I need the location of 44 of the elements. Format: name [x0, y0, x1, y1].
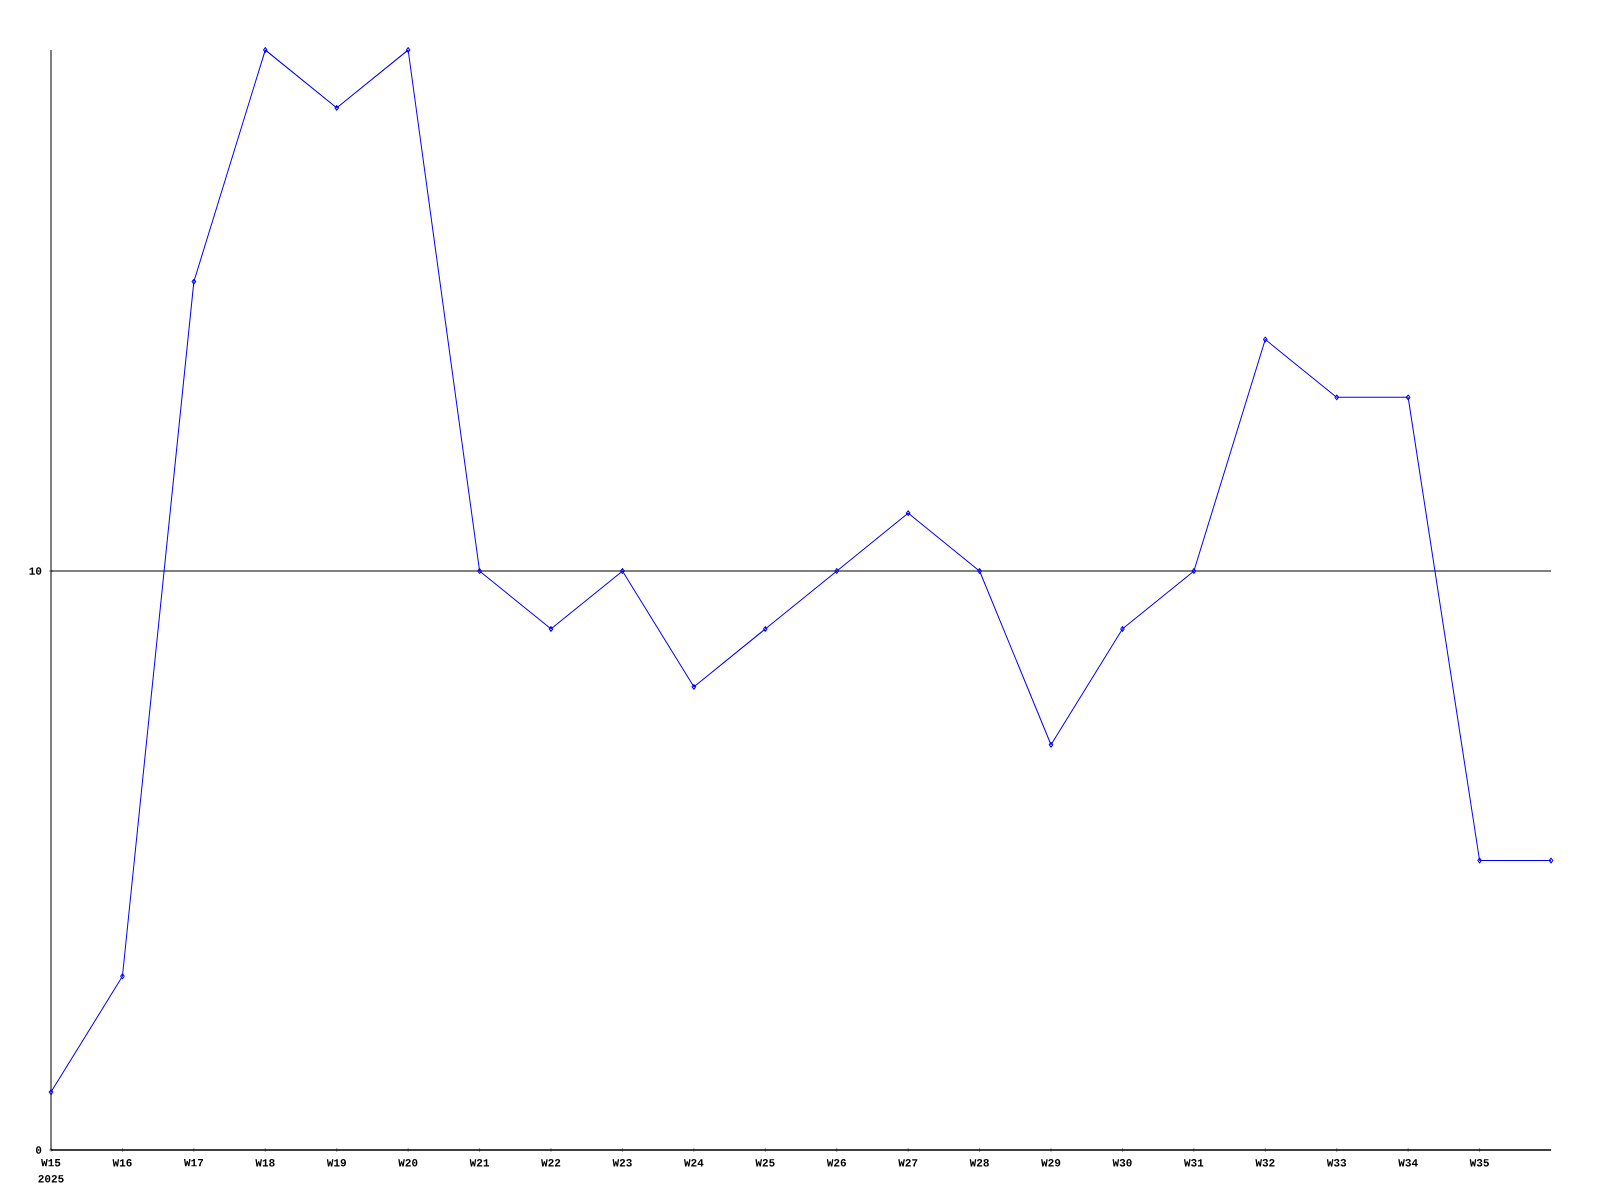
- x-tick-label: W29: [1041, 1159, 1061, 1167]
- x-tick-label: W27: [898, 1159, 918, 1167]
- point: [1405, 394, 1411, 401]
- x-tick-label: W18: [255, 1159, 275, 1167]
- point: [1334, 394, 1340, 401]
- point: [1191, 568, 1197, 574]
- point: [477, 568, 482, 574]
- point: [1477, 857, 1482, 864]
- x-tick-label: W20: [398, 1159, 418, 1167]
- point: [548, 626, 554, 632]
- x-tick-label: W16: [112, 1159, 132, 1167]
- x-tick-label: W19: [326, 1159, 346, 1167]
- point: [691, 683, 697, 690]
- point: [905, 510, 911, 517]
- point: [762, 626, 768, 632]
- point: [262, 47, 268, 53]
- y-tick-label: 0: [35, 1146, 42, 1154]
- point: [120, 973, 125, 980]
- x-tick-label: W31: [1183, 1159, 1204, 1167]
- x-tick-label: W34: [1398, 1159, 1418, 1167]
- x-tick-label: W33: [1326, 1159, 1347, 1167]
- point: [834, 568, 840, 574]
- point: [334, 104, 340, 111]
- x-tick-label: W30: [1112, 1159, 1132, 1167]
- point: [191, 278, 197, 285]
- text: 2025: [38, 1175, 64, 1183]
- x-tick-label: W25: [755, 1159, 775, 1167]
- point: [1048, 741, 1054, 748]
- x-tick-label: W17: [183, 1159, 204, 1167]
- x-tick-label: W28: [969, 1159, 989, 1167]
- point: [1263, 336, 1268, 343]
- x-tick-label: W21: [469, 1159, 490, 1167]
- x-tick-label: W24: [683, 1159, 704, 1167]
- point: [405, 47, 411, 53]
- x-tick-label: W35: [1469, 1159, 1489, 1167]
- x-tick-label: W23: [612, 1159, 632, 1167]
- point: [977, 568, 982, 574]
- point: [1120, 626, 1125, 632]
- x-tick-label: W32: [1255, 1159, 1275, 1167]
- point: [620, 568, 625, 574]
- x-tick-label: W22: [541, 1159, 561, 1167]
- x-tick-label: W26: [826, 1159, 847, 1167]
- x-tick-label: W15: [41, 1159, 61, 1167]
- y-tick-label: 10: [29, 567, 42, 575]
